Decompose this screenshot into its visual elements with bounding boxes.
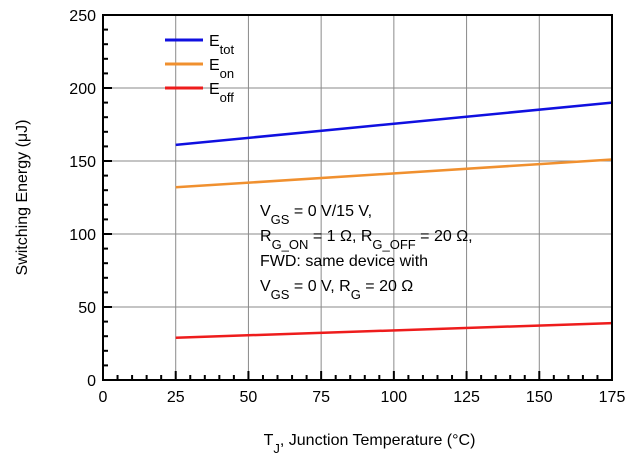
y-tick-label: 200 (69, 81, 96, 98)
x-tick-label: 75 (312, 389, 330, 406)
y-tick-label: 0 (87, 373, 96, 390)
series-line-tot (175, 101, 613, 147)
y-tick-label: 100 (69, 227, 96, 244)
x-tick-label: 175 (599, 389, 626, 406)
annotation-line: VGS = 0 V, RG = 20 Ω (260, 278, 413, 302)
test-conditions-annotation: VGS = 0 V/15 V,RG_ON = 1 Ω, RG_OFF = 20 … (260, 203, 473, 302)
y-axis-title: Switching Energy (μJ) (14, 120, 31, 276)
legend-label-tot: Etot (209, 33, 235, 57)
axis-ticks (102, 14, 613, 381)
y-tick-label: 150 (69, 154, 96, 171)
tick-labels: 0 25 50 75 100 125 150 175 0 50 100 150 200 250 (69, 8, 625, 406)
series-line-off (175, 321, 613, 339)
grid (103, 15, 612, 380)
series-lines (175, 101, 613, 339)
x-tick-label: 100 (381, 389, 408, 406)
legend-label-off: Eoff (209, 81, 234, 105)
y-tick-label: 250 (69, 8, 96, 25)
x-axis-title: TJ, Junction Temperature (°C) (264, 432, 476, 456)
x-tick-label: 25 (167, 389, 185, 406)
y-tick-label: 50 (78, 300, 96, 317)
annotation-line: FWD: same device with (260, 253, 428, 270)
x-tick-label: 150 (526, 389, 553, 406)
annotation-line: VGS = 0 V/15 V, (260, 203, 372, 227)
plot-frame (102, 14, 613, 381)
x-tick-label: 50 (240, 389, 258, 406)
legend-label-on: Eon (209, 57, 234, 81)
annotation-line: RG_ON = 1 Ω, RG_OFF = 20 Ω, (260, 228, 473, 252)
series-line-on (175, 158, 613, 189)
x-tick-label: 125 (453, 389, 480, 406)
x-tick-label: 0 (99, 389, 108, 406)
